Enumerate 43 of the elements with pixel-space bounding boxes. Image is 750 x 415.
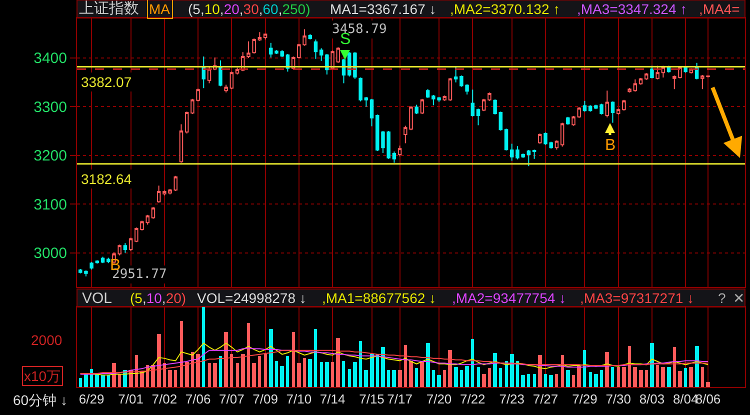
x-tick-label: 6/29 bbox=[78, 392, 104, 407]
y-tick-label: 3200 bbox=[34, 148, 67, 165]
text: ✕ bbox=[733, 290, 745, 306]
y-tick-label: 3300 bbox=[34, 98, 67, 116]
text: ,MA2=93477754 ↓ bbox=[452, 290, 566, 306]
text: ,MA1=88677562 ↓ bbox=[322, 290, 436, 306]
x-tick-label: 7/23 bbox=[499, 392, 525, 407]
text: ? bbox=[718, 290, 726, 306]
text: VOL=24998278 ↓ bbox=[197, 290, 306, 306]
text: MA1=3367.167 ↓ bbox=[330, 1, 436, 17]
x-tick-label: 7/30 bbox=[606, 392, 632, 407]
x-tick-label: 7/20 bbox=[426, 392, 452, 407]
text: ,MA3=3347.324 ↑ bbox=[577, 1, 688, 17]
text: 60分钟 ↓ bbox=[13, 392, 68, 408]
x-tick-label: 7/22 bbox=[460, 392, 486, 407]
x-tick-label: 7/27 bbox=[532, 392, 558, 407]
annotation: B bbox=[605, 137, 616, 154]
text: ,MA3=97317271 ↓ bbox=[580, 290, 694, 306]
x-tick-label: 7/09 bbox=[252, 392, 278, 407]
text: MA bbox=[149, 1, 171, 17]
y-tick-label: 3400 bbox=[34, 50, 67, 68]
text: 2000 bbox=[31, 332, 62, 348]
ref-line-label: 3182.64 bbox=[81, 171, 132, 187]
x-tick-label: 7/10 bbox=[286, 392, 312, 407]
ref-line-label: 3382.07 bbox=[81, 74, 132, 90]
text: (5,10,20) bbox=[130, 290, 186, 306]
x-tick-label: 7/17 bbox=[387, 392, 412, 407]
chart-title: VOL bbox=[82, 290, 112, 307]
y-tick-label: 3000 bbox=[34, 245, 67, 262]
y-tick-label: 3100 bbox=[34, 196, 67, 214]
text: (5,10,20,30,60,250) bbox=[188, 1, 310, 17]
x-tick-label: 8/03 bbox=[639, 392, 665, 407]
x-tick-label: 7/15 bbox=[359, 392, 384, 407]
text: x10万 bbox=[24, 368, 61, 384]
x-tick-label: 7/06 bbox=[185, 392, 211, 407]
x-tick-label: 7/02 bbox=[152, 392, 178, 407]
x-tick-label: 7/01 bbox=[118, 392, 144, 407]
x-tick-label: 7/07 bbox=[219, 392, 244, 407]
text: ,MA4= bbox=[699, 1, 740, 17]
x-tick-label: 7/14 bbox=[320, 392, 346, 407]
chart-title: 上证指数 bbox=[79, 0, 139, 17]
x-tick-label: 7/29 bbox=[572, 392, 598, 407]
text: ,MA2=3370.132 ↑ bbox=[450, 1, 560, 17]
